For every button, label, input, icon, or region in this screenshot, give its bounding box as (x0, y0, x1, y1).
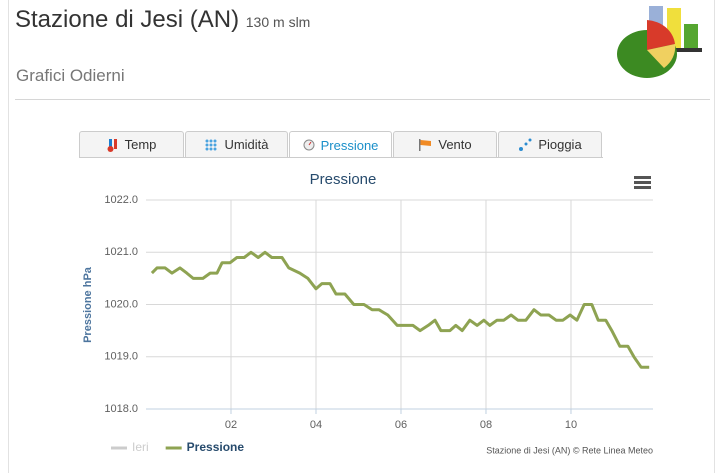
menu-icon-bar[interactable] (634, 176, 651, 179)
section-subtitle: Grafici Odierni (16, 66, 125, 85)
y-tick-label: 1022.0 (104, 194, 138, 206)
tab-underline (79, 157, 603, 158)
tab-icon (107, 138, 117, 152)
charts-icon (617, 6, 702, 78)
icon-pie-slice (647, 44, 676, 68)
tab[interactable]: Pressione (289, 131, 392, 158)
series-line (150, 250, 650, 369)
chart-title: Pressione (310, 171, 377, 188)
menu-icon-bar[interactable] (634, 186, 651, 189)
tab-icon (519, 138, 532, 151)
icon-base (652, 48, 702, 52)
legend-label[interactable]: Ieri (132, 440, 149, 454)
x-tick-label: 02 (225, 419, 237, 431)
tab[interactable]: Pioggia (498, 131, 602, 157)
x-tick-label: 04 (310, 419, 322, 431)
y-tick-label: 1020.0 (104, 298, 138, 310)
tab-icon (419, 138, 432, 151)
panel-edge (714, 0, 715, 473)
icon-bar (684, 24, 698, 48)
tab-label: Vento (438, 137, 472, 152)
tab[interactable]: Temp (79, 131, 184, 157)
tab-label: Pressione (320, 137, 379, 153)
tab-label: Temp (124, 137, 157, 152)
y-axis-label: Pressione hPa (82, 266, 94, 343)
tab[interactable]: Umidità (185, 131, 288, 157)
tab-label: Pioggia (538, 137, 582, 152)
tab-icon (303, 139, 315, 151)
station-name: Stazione di Jesi (AN) (15, 6, 240, 33)
panel-edge (8, 0, 9, 473)
tab-icon (205, 139, 217, 150)
legend-label[interactable]: Pressione (187, 440, 245, 454)
x-tick-label: 10 (565, 419, 577, 431)
credits: Stazione di Jesi (AN) © Rete Linea Meteo (486, 445, 653, 455)
station-altitude: 130 m slm (245, 14, 311, 30)
x-tick-label: 06 (395, 419, 407, 431)
x-tick-label: 08 (480, 419, 492, 431)
tab-label: Umidità (224, 137, 269, 152)
divider (15, 99, 710, 100)
y-tick-label: 1018.0 (104, 403, 138, 415)
menu-icon-bar[interactable] (634, 181, 651, 184)
icon-pie-slice (647, 20, 675, 50)
y-tick-label: 1019.0 (104, 351, 138, 363)
y-tick-label: 1021.0 (104, 246, 138, 258)
station-title: Stazione di Jesi (AN) 130 m slm (15, 6, 310, 34)
tab[interactable]: Vento (393, 131, 497, 157)
